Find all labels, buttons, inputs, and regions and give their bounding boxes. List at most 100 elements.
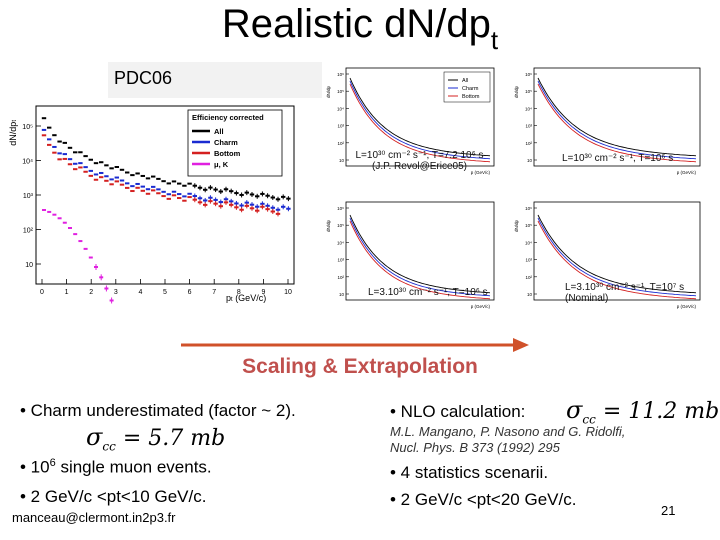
main-y-tick-label: 10⁵ xyxy=(22,124,33,131)
legend-label-all: All xyxy=(214,127,224,136)
small-plot-bottom-right: 10⁶ 10⁵ 10⁴ 10³ 10² 10 dN/dp p (GeV/c) xyxy=(510,196,710,322)
main-plot-legend: Efficiency corrected All Charm Bottom μ,… xyxy=(187,109,283,177)
small-plot-curve xyxy=(537,220,697,300)
small-y-tick-label: 10⁵ xyxy=(337,223,344,228)
caption-top-left-line2: (J.P. Revol@Erice05) xyxy=(372,161,467,172)
small-y-tick-label: 10 xyxy=(527,158,533,163)
main-y-tick-label: 10² xyxy=(23,228,34,235)
small-plot-legend-box xyxy=(443,71,491,103)
small-plot-curve xyxy=(537,83,697,163)
small-plot-bottom-left: 10⁶ 10⁵ 10⁴ 10³ 10² 10 dN/dp p (GeV/c) xyxy=(322,196,504,322)
right-bullet-pt-range: • 2 GeV/c <pt<20 GeV/c. xyxy=(390,490,577,509)
main-y-tick-label: 10⁴ xyxy=(22,159,33,166)
left-bullet-pt-range: • 2 GeV/c <pt<10 GeV/c. xyxy=(20,487,207,506)
legend-title: Efficiency corrected xyxy=(192,113,264,122)
main-x-tick-label: 5 xyxy=(163,289,167,296)
nlo-reference: M.L. Mangano, P. Nasono and G. Ridolfi, … xyxy=(390,424,625,456)
small-y-tick-label: 10 xyxy=(339,158,345,163)
small-plot-ylabel: dN/dp xyxy=(514,86,519,99)
small-y-tick-label: 10⁴ xyxy=(525,106,532,111)
small-plot-xlabel: p (GeV/c) xyxy=(677,304,697,309)
small-legend-label: All xyxy=(462,78,468,84)
small-plot-curve xyxy=(537,80,697,160)
small-plot-xlabel: p (GeV/c) xyxy=(677,170,697,175)
caption-bottom-right-line1: L=3.10³⁰ cm⁻² s⁻¹, T=10⁷ s xyxy=(565,282,685,293)
caption-top-left: L=10³⁰ cm⁻² s⁻¹, T=7.2 10⁶ s (J.P. Revol… xyxy=(352,150,487,172)
main-plot-ylabel: dN/dpt xyxy=(8,120,18,146)
small-plot-curve xyxy=(537,217,697,297)
main-x-tick-label: 2 xyxy=(89,289,93,296)
pdc06-label: PDC06 xyxy=(114,68,173,88)
small-y-tick-label: 10⁵ xyxy=(525,223,532,228)
small-plot-curve xyxy=(349,80,491,160)
main-plot-series xyxy=(41,117,291,304)
main-spectrum-plot: 10⁵ 10⁴ 10³ 10² 10 0 1 2 3 4 5 6 7 8 9 10 dN/dpt pt (G… xyxy=(8,98,300,308)
main-x-tick-label: 4 xyxy=(138,289,142,296)
legend-label-muk: μ, K xyxy=(214,160,229,169)
small-plot-xlabel: p (GeV/c) xyxy=(471,304,491,309)
small-plot-ylabel: dN/dp xyxy=(514,220,519,233)
right-cross-section-formula: σcc = 11.2 mb xyxy=(566,396,720,427)
main-plot-x-ticks: 0 1 2 3 4 5 6 7 8 9 10 xyxy=(40,279,292,296)
small-plot-ylabel: dN/dp xyxy=(326,220,331,233)
small-y-tick-label: 10 xyxy=(339,292,345,297)
small-plot-xlabel: p (GeV/c) xyxy=(471,170,491,175)
main-x-tick-label: 8 xyxy=(237,289,241,296)
small-y-tick-label: 10⁴ xyxy=(337,106,344,111)
small-y-tick-label: 10² xyxy=(337,275,344,280)
small-plot-curve xyxy=(349,83,491,163)
small-y-tick-label: 10³ xyxy=(525,124,532,129)
small-legend-label: Bottom xyxy=(462,94,480,100)
scaling-arrow xyxy=(181,338,529,352)
page-number: 21 xyxy=(661,503,676,518)
small-y-tick-label: 10³ xyxy=(337,258,344,263)
small-y-tick-label: 10² xyxy=(525,141,532,146)
main-plot-y-ticks: 10⁵ 10⁴ 10³ 10² 10 xyxy=(22,124,41,269)
small-y-tick-label: 10⁵ xyxy=(337,89,344,94)
nlo-reference-line2: Nucl. Phys. B 373 (1992) 295 xyxy=(390,440,560,455)
small-y-tick-label: 10⁶ xyxy=(337,206,344,211)
main-x-tick-label: 10 xyxy=(284,289,292,296)
small-y-tick-label: 10³ xyxy=(525,258,532,263)
main-x-tick-label: 0 xyxy=(40,289,44,296)
small-plot-curve xyxy=(537,77,697,157)
right-bullet-nlo: • NLO calculation: xyxy=(390,402,526,421)
caption-top-left-line1: L=10³⁰ cm⁻² s⁻¹, T=7.2 10⁶ s xyxy=(355,150,484,161)
left-bullet-charm: • Charm underestimated (factor ~ 2). xyxy=(20,401,296,420)
legend-label-charm: Charm xyxy=(214,138,238,147)
small-plot-curve xyxy=(349,217,491,297)
scaling-extrapolation-label: Scaling & Extrapolation xyxy=(242,355,478,378)
small-plot-ylabel: dN/dp xyxy=(326,86,331,99)
legend-label-bottom: Bottom xyxy=(214,149,241,158)
slide-title: Realistic dN/dpt xyxy=(0,2,720,56)
main-y-tick-label: 10 xyxy=(25,262,33,269)
caption-bottom-left: L=3.10³⁰ cm⁻² s⁻¹, T=10⁶ s xyxy=(368,287,488,298)
small-y-tick-label: 10⁴ xyxy=(525,240,532,245)
small-y-tick-label: 10⁵ xyxy=(525,89,532,94)
main-x-tick-label: 6 xyxy=(188,289,192,296)
caption-bottom-right-line2: (Nominal) xyxy=(565,293,609,304)
main-x-tick-label: 7 xyxy=(212,289,216,296)
small-y-tick-label: 10² xyxy=(525,275,532,280)
footer-email: manceau@clermont.in2p3.fr xyxy=(12,510,176,525)
left-cross-section-formula: σcc = 5.7 mb xyxy=(86,423,226,454)
title-subscript: t xyxy=(490,25,499,55)
right-bullet-scenarii: • 4 statistics scenarii. xyxy=(390,463,549,482)
main-x-tick-label: 1 xyxy=(65,289,69,296)
small-y-tick-label: 10² xyxy=(337,141,344,146)
caption-bottom-right: L=3.10³⁰ cm⁻² s⁻¹, T=10⁷ s (Nominal) xyxy=(565,282,684,304)
small-plot-top-right: 10⁶ 10⁵ 10⁴ 10³ 10² 10 dN/dp p (GeV/c) xyxy=(510,62,710,188)
title-main: Realistic dN/dp xyxy=(221,2,491,46)
small-y-tick-label: 10 xyxy=(527,292,533,297)
small-plot-curve xyxy=(349,214,491,294)
small-y-tick-label: 10³ xyxy=(337,124,344,129)
small-y-tick-label: 10⁴ xyxy=(337,240,344,245)
pdc06-label-box: PDC06 xyxy=(108,62,354,98)
small-y-tick-label: 10⁶ xyxy=(525,206,532,211)
nlo-reference-line1: M.L. Mangano, P. Nasono and G. Ridolfi, xyxy=(390,424,626,439)
main-plot-xlabel: pt (GeV/c) xyxy=(226,293,266,303)
small-plot-curve xyxy=(349,220,491,300)
caption-top-right: L=10³⁰ cm⁻² s⁻¹, T=10⁶ s xyxy=(562,153,674,164)
small-plot-curve xyxy=(349,77,491,157)
small-legend-label: Charm xyxy=(462,86,479,92)
